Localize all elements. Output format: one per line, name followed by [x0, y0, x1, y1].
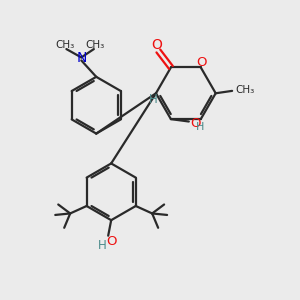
Text: N: N: [77, 51, 87, 65]
Text: H: H: [98, 239, 106, 252]
Text: O: O: [197, 56, 207, 68]
Text: CH₃: CH₃: [55, 40, 74, 50]
Text: O: O: [152, 38, 162, 52]
Text: H: H: [148, 93, 158, 106]
Text: O: O: [190, 116, 200, 130]
Text: CH₃: CH₃: [85, 40, 104, 50]
Text: CH₃: CH₃: [235, 85, 254, 95]
Text: H: H: [196, 122, 205, 132]
Text: O: O: [106, 235, 116, 248]
